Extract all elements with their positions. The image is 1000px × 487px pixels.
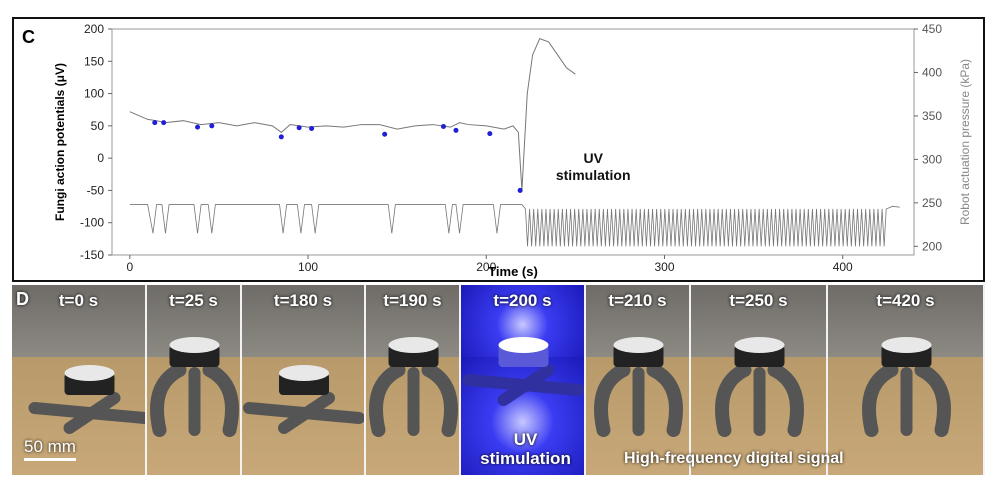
spike-marker <box>487 131 493 137</box>
y-right-axis-label: Robot actuation pressure (kPa) <box>958 59 972 225</box>
frame-wall <box>12 285 145 357</box>
y-right-tick-label: 400 <box>922 65 942 79</box>
frame-wall <box>242 285 364 357</box>
robot-illustration <box>369 337 458 437</box>
y-right-tick-label: 200 <box>922 239 942 253</box>
x-tick-label: 200 <box>476 260 496 274</box>
frame-time-label: t=420 s <box>876 291 935 310</box>
panel-d-photo-strip: t=0 s t=25 s t=180 s t=190 s t=200 s t=210 s t… <box>12 285 985 475</box>
photo-frame: t=210 s <box>586 285 691 475</box>
y-right-tick-label: 250 <box>922 196 942 210</box>
spike-marker <box>152 120 158 126</box>
uv-annotation: UV <box>583 150 603 166</box>
photo-frame: t=25 s <box>147 285 242 475</box>
photo-frame: t=190 s <box>366 285 461 475</box>
y-left-tick-label: 50 <box>91 119 105 133</box>
y-left-tick-label: 0 <box>97 151 104 165</box>
panel-c-letter: C <box>22 27 35 47</box>
spike-marker <box>209 123 215 129</box>
y-right-tick-label: 350 <box>922 109 942 123</box>
y-right-tick-label: 300 <box>922 152 942 166</box>
fungi-potential-line <box>129 38 576 191</box>
x-tick-label: 100 <box>298 260 318 274</box>
photo-frame: t=0 s <box>12 285 147 475</box>
x-tick-label: 0 <box>126 260 133 274</box>
robot-illustration <box>594 337 683 437</box>
photo-frame: t=200 s <box>461 285 586 475</box>
robot-illustration <box>150 337 239 437</box>
photo-frame: t=420 s <box>828 285 985 475</box>
x-axis-label: Time (s) <box>488 264 538 279</box>
robot-illustration <box>862 337 951 437</box>
frame-time-label: t=0 s <box>58 291 99 310</box>
robot-illustration <box>28 365 145 434</box>
frame-time-label: t=250 s <box>729 291 788 310</box>
scale-bar: 50 mm <box>24 437 76 461</box>
spike-marker <box>517 187 523 193</box>
frame-time-label: t=180 s <box>273 291 333 310</box>
spike-marker <box>440 124 446 130</box>
y-left-tick-label: 100 <box>84 87 104 101</box>
robot-illustration <box>243 365 364 434</box>
spike-marker <box>278 134 284 140</box>
frame-time-label: t=190 s <box>383 291 442 310</box>
y-left-tick-label: 150 <box>84 54 104 68</box>
plot-frame <box>111 28 915 256</box>
panel-d-letter: D <box>16 289 29 309</box>
uv-annotation: stimulation <box>556 167 631 183</box>
y-left-tick-label: -50 <box>87 183 105 197</box>
y-left-tick-label: -100 <box>80 216 104 230</box>
frame-time-label: t=200 s <box>493 291 552 310</box>
y-left-tick-label: -150 <box>80 248 104 262</box>
panel-c-chart: C -150 -100 -50 0 50 100 150 200 200 250 300 350 400 4… <box>12 17 985 282</box>
photo-frame: t=180 s <box>242 285 366 475</box>
spike-marker <box>309 125 315 131</box>
spike-marker <box>195 124 201 130</box>
x-tick-label: 300 <box>654 260 674 274</box>
high-frequency-label: High-frequency digital signal <box>624 450 844 467</box>
y-left-tick-label: 200 <box>84 22 104 36</box>
spike-marker <box>296 125 302 131</box>
robot-illustration <box>462 337 584 406</box>
x-tick-label: 400 <box>833 260 853 274</box>
uv-stimulation-label: UV stimulation <box>480 430 571 468</box>
chart-svg: C -150 -100 -50 0 50 100 150 200 200 250 300 350 400 4… <box>22 22 972 279</box>
spike-marker <box>382 131 388 137</box>
frame-time-label: t=25 s <box>169 291 218 310</box>
spike-marker <box>161 120 167 126</box>
robot-pressure-line <box>129 204 900 247</box>
photo-frame: t=250 s <box>691 285 828 475</box>
frame-time-label: t=210 s <box>608 291 667 310</box>
y-left-axis-label: Fungi action potentials (μV) <box>53 63 67 221</box>
y-right-tick-label: 450 <box>922 22 942 36</box>
robot-illustration <box>715 337 804 437</box>
spike-marker <box>453 127 459 133</box>
